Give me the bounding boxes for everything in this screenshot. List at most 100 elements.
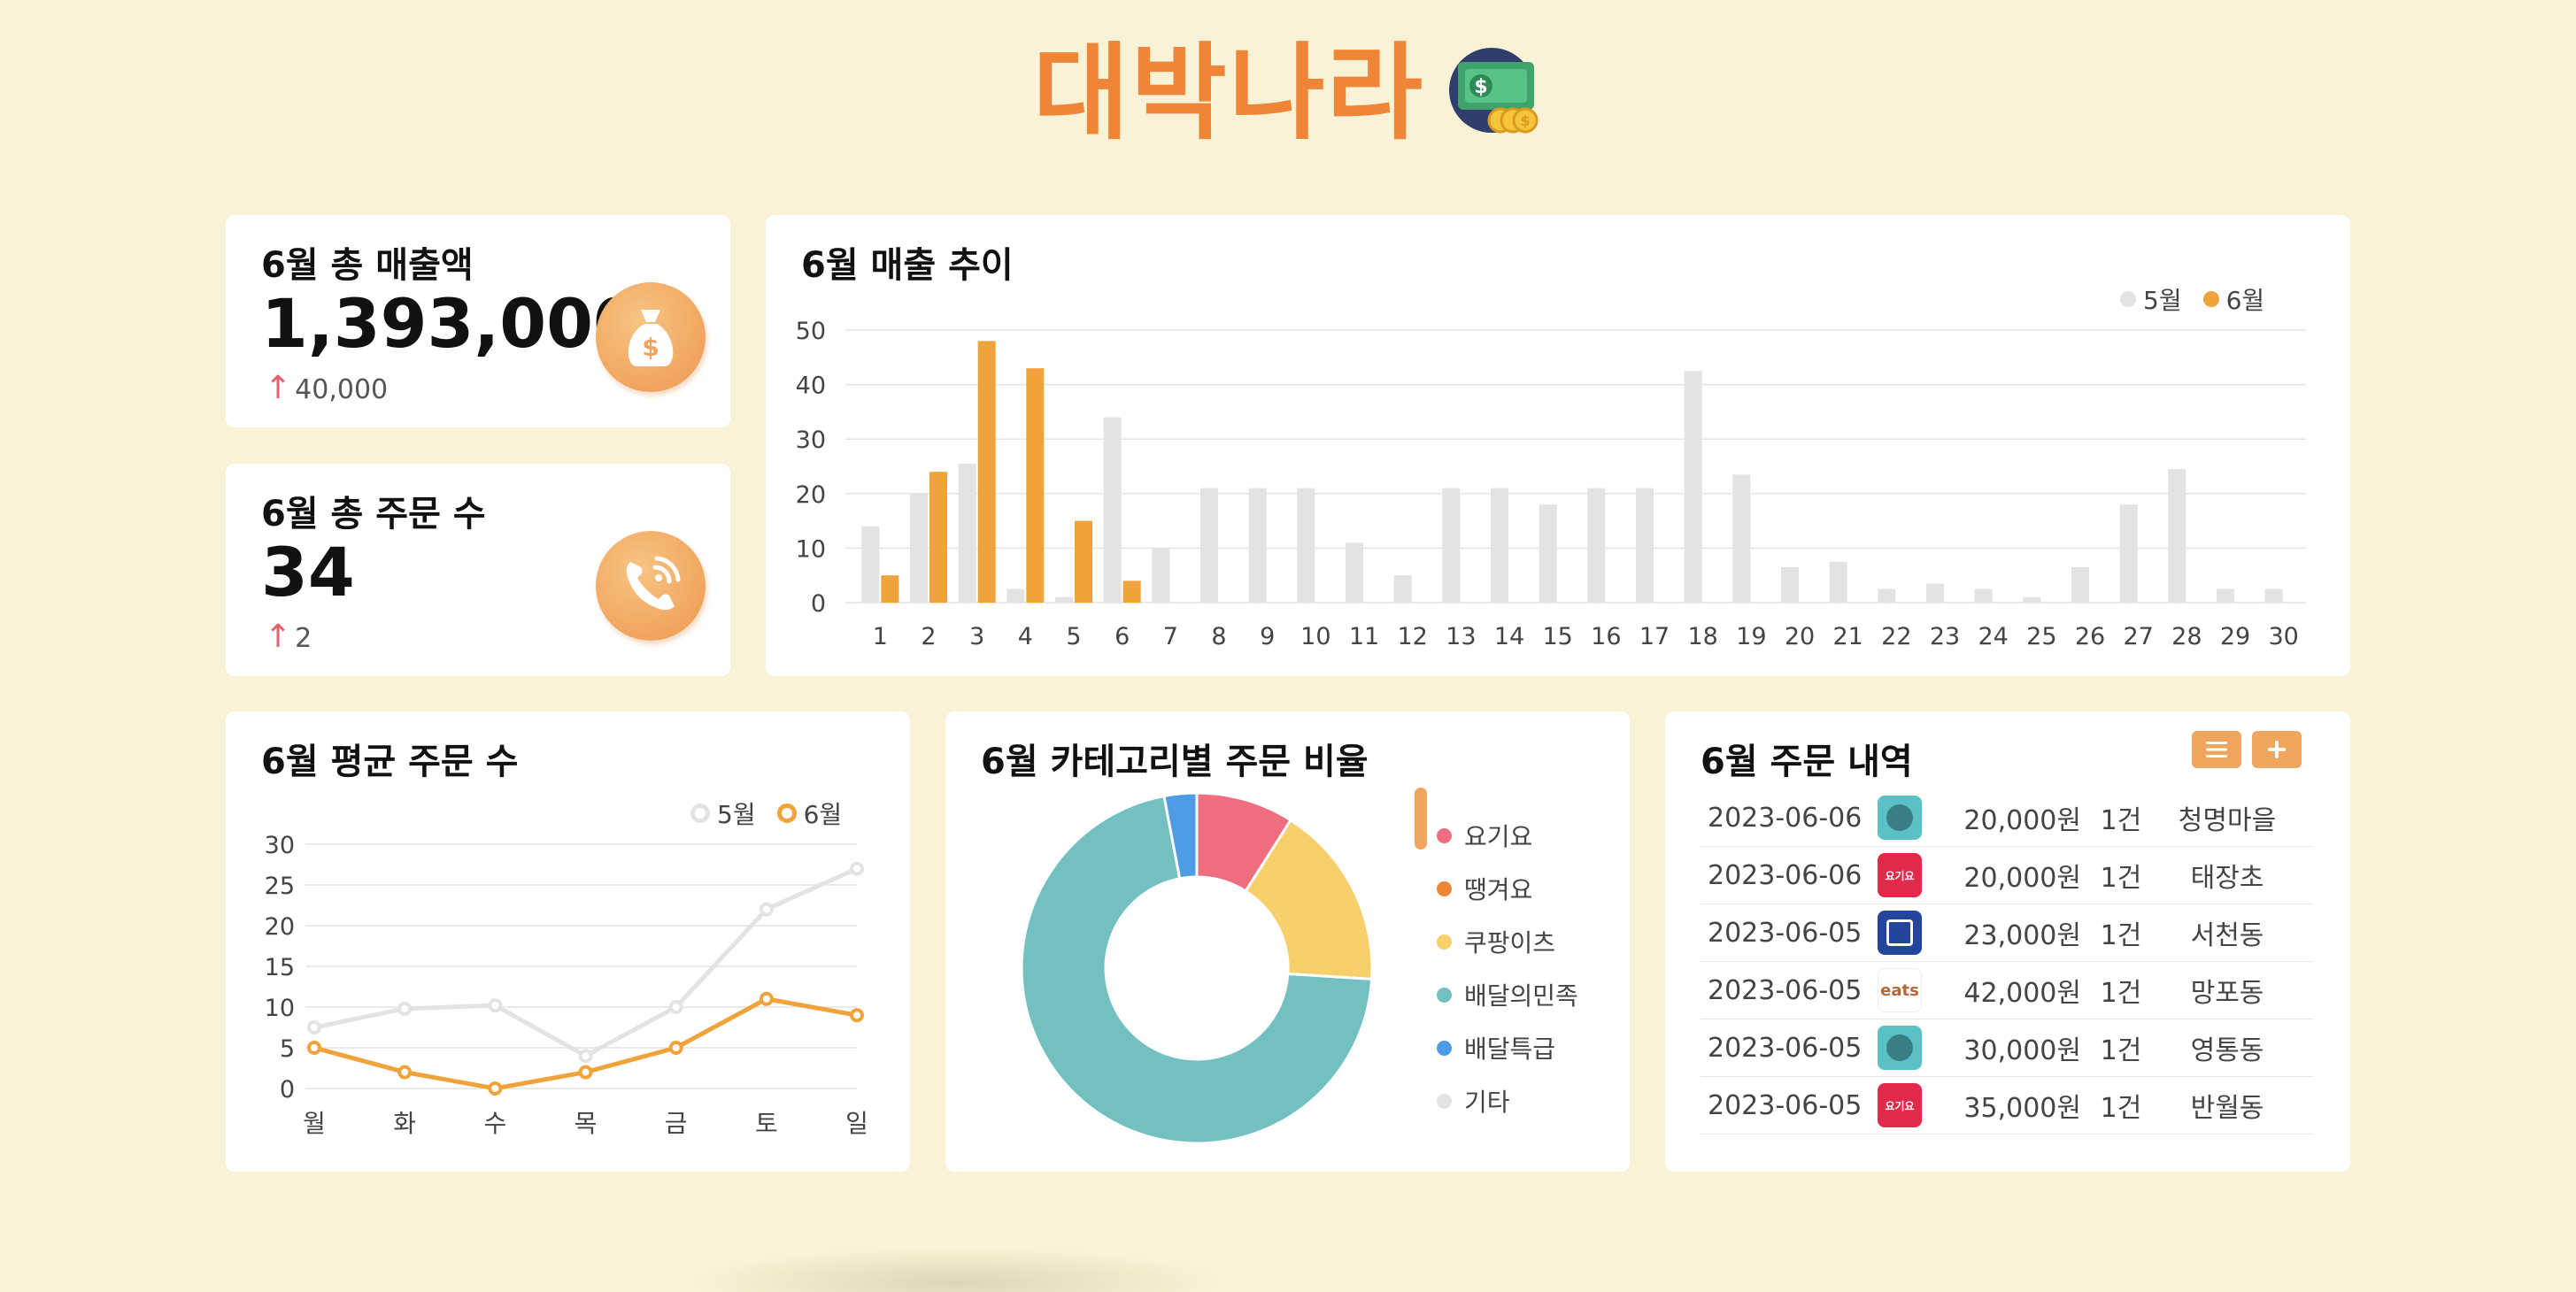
legend-may[interactable]: 5월 [2120, 281, 2182, 317]
x-tick-label: 27 [2123, 623, 2153, 650]
bar-may [2023, 596, 2041, 603]
order-amount: 20,000원 [1963, 863, 2081, 894]
category-donut-chart [1020, 791, 1374, 1145]
bar-may [1103, 417, 1122, 603]
order-count: 1건 [2100, 1093, 2142, 1124]
yogiyo-logo-text: 요기요 [1885, 869, 1915, 882]
avg-orders-card: 6월 평균 주문 수 5월 6월 0 5 10 15 20 25 30 월 화 수 목 금 토 일 [226, 711, 910, 1172]
x-tick-label: 14 [1494, 623, 1524, 650]
order-row[interactable]: 2023-06-06 요기요 20,000원 1건 태장초 [1701, 847, 2313, 904]
x-tick-label: 9 [1260, 623, 1275, 650]
legend-yogiyo[interactable]: 요기요 [1437, 809, 1578, 862]
bar-june [1122, 581, 1141, 603]
bar-may [1006, 588, 1025, 603]
bar-may [1926, 583, 1944, 603]
legend-etc[interactable]: 기타 [1437, 1074, 1578, 1127]
bar-may [1732, 474, 1751, 603]
total-sales-delta-value: 40,000 [295, 374, 389, 405]
add-order-button[interactable] [2252, 731, 2302, 768]
data-point-june [578, 1065, 593, 1080]
legend-ddanggyeoyo[interactable]: 땡겨요 [1437, 862, 1578, 915]
y-tick-label: 15 [265, 954, 295, 981]
svg-text:$: $ [642, 333, 659, 362]
legend-etc-label: 기타 [1464, 1088, 1510, 1117]
legend-baedal-teukgeup[interactable]: 배달특급 [1437, 1021, 1578, 1074]
bar-may [1539, 504, 1557, 603]
order-history-card: 6월 주문 내역 2023-06-06 20,000원 1건 청명마을 2023… [1665, 711, 2350, 1172]
category-legend: 요기요 땡겨요 쿠팡이츠 배달의민족 배달특급 기타 [1437, 809, 1578, 1127]
order-count: 1건 [2100, 805, 2142, 836]
bar-may [1636, 488, 1654, 603]
order-list-scrollbar[interactable] [1415, 788, 1427, 850]
baemin-logo-icon [1878, 1026, 1922, 1070]
x-tick-label: 토 [755, 1109, 778, 1138]
legend-may-label: 5월 [717, 800, 756, 829]
order-date: 2023-06-06 [1708, 802, 1863, 834]
y-tick-label: 20 [265, 913, 295, 941]
bar-may [2071, 566, 2089, 603]
bar-may [1587, 488, 1606, 603]
y-tick-label: 30 [796, 427, 826, 454]
bar-may [1442, 488, 1461, 603]
x-tick-label: 29 [2220, 623, 2250, 650]
data-point-may [397, 1001, 413, 1016]
svg-text:$: $ [1521, 112, 1531, 129]
legend-june-label: 6월 [803, 800, 843, 829]
order-row[interactable]: 2023-06-06 20,000원 1건 청명마을 [1701, 789, 2313, 847]
x-tick-label: 5 [1066, 623, 1081, 650]
order-row[interactable]: 2023-06-05 30,000원 1건 영통동 [1701, 1019, 2313, 1077]
order-place: 반월동 [2190, 1093, 2264, 1124]
x-tick-label: 24 [1978, 623, 2008, 650]
order-row[interactable]: 2023-06-05 요기요 35,000원 1건 반월동 [1701, 1077, 2313, 1134]
order-amount: 42,000원 [1963, 978, 2081, 1009]
x-tick-label: 25 [2026, 623, 2056, 650]
bar-may [1684, 371, 1702, 603]
y-tick-label: 40 [796, 373, 826, 400]
bar-may [861, 526, 880, 603]
list-view-button[interactable] [2192, 731, 2241, 768]
bar-may [1491, 488, 1508, 603]
x-tick-label: 17 [1639, 623, 1670, 650]
x-tick-label: 7 [1163, 623, 1178, 650]
total-orders-title: 6월 총 주문 수 [261, 494, 486, 534]
legend-baemin-label: 배달의민족 [1464, 981, 1578, 1011]
yogiyo-logo-text: 요기요 [1885, 1099, 1915, 1112]
data-point-may [578, 1049, 593, 1064]
total-sales-card: 6월 총 매출액 1,393,000 ↑ 40,000 $ [226, 215, 730, 427]
order-list[interactable]: 2023-06-06 20,000원 1건 청명마을 2023-06-06 요기… [1701, 789, 2313, 1211]
order-place: 청명마을 [2178, 805, 2277, 836]
bar-may [1152, 548, 1170, 603]
avg-orders-line-chart: 0 5 10 15 20 25 30 월 화 수 목 금 토 일 [265, 832, 868, 1138]
total-orders-card: 6월 총 주문 수 34 ↑ 2 [226, 464, 730, 676]
bar-may [1829, 561, 1847, 603]
bar-may [1393, 575, 1412, 603]
order-row[interactable]: 2023-06-05 23,000원 1건 서천동 [1701, 904, 2313, 962]
order-count: 1건 [2100, 1035, 2142, 1066]
x-tick-label: 목 [575, 1109, 598, 1138]
total-orders-delta-value: 2 [295, 623, 312, 654]
x-tick-label: 15 [1542, 623, 1572, 650]
order-date: 2023-06-05 [1708, 917, 1863, 949]
order-amount: 35,000원 [1963, 1093, 2081, 1124]
svg-text:$: $ [1474, 76, 1487, 98]
donut-slice-3 [1020, 794, 1374, 1145]
bar-june [977, 341, 996, 603]
list-icon [2206, 742, 2227, 758]
legend-june[interactable]: 6월 [2202, 281, 2264, 317]
yogiyo-logo-icon: 요기요 [1878, 1083, 1922, 1127]
y-tick-label: 25 [265, 873, 295, 900]
order-place: 서천동 [2190, 920, 2264, 951]
legend-coupang-eats[interactable]: 쿠팡이츠 [1437, 915, 1578, 968]
legend-baemin[interactable]: 배달의민족 [1437, 968, 1578, 1021]
avg-orders-legend: 5월 6월 [690, 796, 842, 831]
x-tick-label: 2 [921, 623, 936, 650]
x-tick-label: 일 [845, 1109, 868, 1138]
bar-may [1055, 596, 1073, 603]
legend-may[interactable]: 5월 [690, 796, 756, 831]
order-row[interactable]: 2023-06-05 eats 42,000원 1건 망포동 [1701, 962, 2313, 1019]
legend-june[interactable]: 6월 [776, 796, 843, 831]
x-tick-label: 11 [1349, 623, 1379, 650]
baedal-teukgeup-logo-icon [1878, 911, 1922, 955]
bar-may [1974, 588, 1993, 603]
bar-may [1248, 488, 1267, 603]
